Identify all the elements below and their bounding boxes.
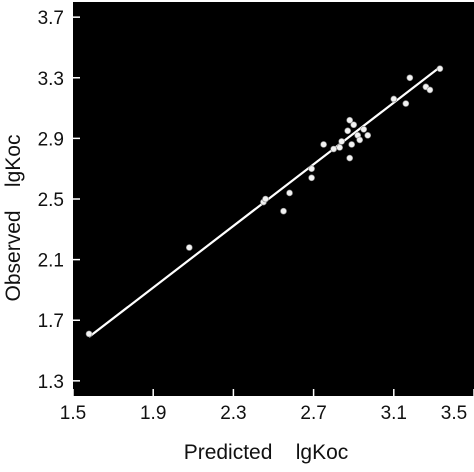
y-tick-label: 2.9: [38, 129, 64, 150]
y-tick-label: 1.3: [38, 372, 64, 393]
data-point: [280, 207, 287, 215]
data-point: [320, 141, 327, 148]
data-point: [364, 132, 372, 139]
data-point: [406, 74, 414, 82]
data-point: [390, 95, 398, 103]
data-point: [346, 154, 353, 162]
x-tick-label: 3.5: [441, 403, 467, 424]
x-tick-label: 2.3: [220, 403, 246, 424]
data-point: [338, 138, 345, 145]
data-point: [330, 145, 337, 153]
data-point: [85, 330, 93, 338]
data-point: [360, 125, 368, 133]
data-point: [356, 136, 364, 144]
x-tick-label: 1.5: [60, 403, 86, 424]
data-point: [308, 165, 315, 172]
plot-area: [73, 2, 474, 396]
y-axis-title: Observed lgKoc: [2, 135, 25, 302]
y-tick-label: 3.3: [38, 69, 64, 90]
y-tick-label: 2.1: [38, 251, 64, 272]
y-tick-label: 3.7: [38, 8, 64, 29]
data-points: [85, 65, 444, 338]
y-tick-label: 2.5: [38, 190, 64, 211]
data-point: [346, 116, 353, 124]
data-point: [348, 141, 355, 148]
data-point: [185, 244, 193, 251]
data-point: [426, 86, 434, 94]
data-point: [336, 144, 343, 151]
data-point: [308, 174, 315, 182]
x-tick-label: 3.1: [381, 403, 407, 424]
y-tick-label: 1.7: [38, 311, 64, 332]
y-axis-ticks: 1.3 1.7 2.1 2.5 2.9 3.3 3.7: [38, 8, 80, 393]
x-tick-label: 2.7: [300, 403, 326, 424]
data-point: [350, 121, 358, 129]
data-point: [286, 189, 293, 197]
data-point: [262, 195, 269, 203]
x-axis-ticks: 1.5 1.9 2.3 2.7 3.1 3.5: [60, 389, 474, 424]
data-point: [436, 65, 444, 72]
data-point: [402, 100, 410, 107]
data-point: [344, 127, 351, 135]
x-tick-label: 1.9: [140, 403, 166, 424]
x-axis-title: Predicted lgKoc: [184, 441, 349, 464]
